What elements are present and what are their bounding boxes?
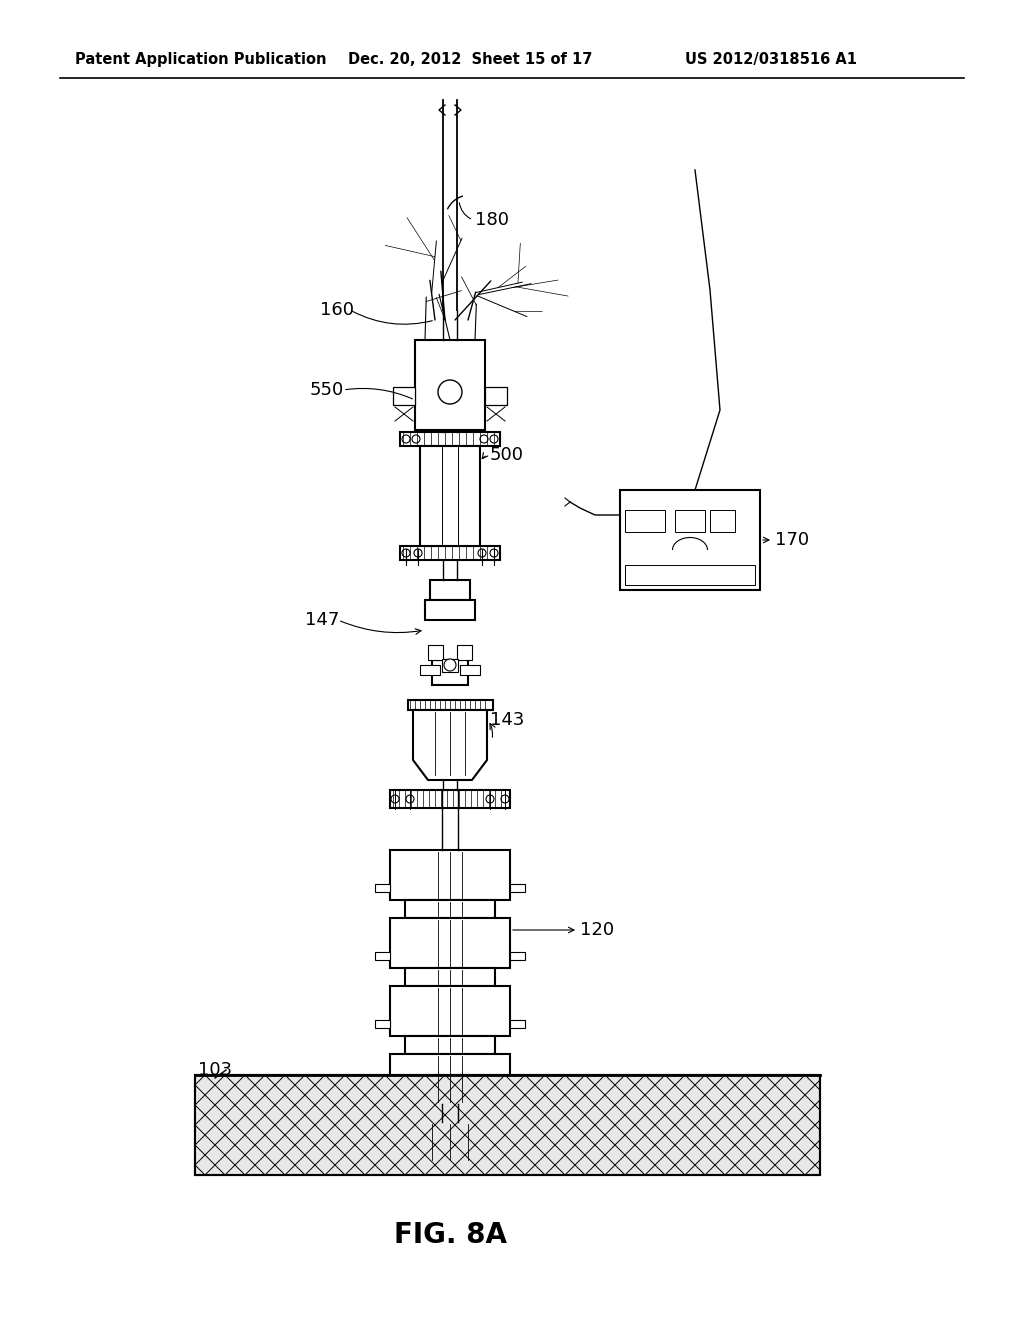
Circle shape <box>490 436 498 444</box>
Circle shape <box>412 436 420 444</box>
Bar <box>457 645 472 660</box>
Text: 170: 170 <box>775 531 809 549</box>
Text: US 2012/0318516 A1: US 2012/0318516 A1 <box>685 51 857 67</box>
Bar <box>406 1036 495 1053</box>
Bar <box>408 700 493 710</box>
Polygon shape <box>413 710 487 780</box>
Bar <box>453 341 460 348</box>
Bar <box>428 645 443 660</box>
Bar <box>406 1122 495 1162</box>
Bar <box>390 789 510 808</box>
Circle shape <box>402 436 410 444</box>
Circle shape <box>402 549 410 557</box>
Bar <box>195 1074 820 1175</box>
Bar <box>430 579 470 601</box>
Text: FIG. 8A: FIG. 8A <box>393 1221 507 1249</box>
Bar <box>420 665 440 675</box>
Text: 180: 180 <box>475 211 509 228</box>
Bar <box>375 884 390 892</box>
Text: Dec. 20, 2012  Sheet 15 of 17: Dec. 20, 2012 Sheet 15 of 17 <box>348 51 592 67</box>
Bar <box>400 546 500 560</box>
Bar <box>442 659 458 672</box>
Text: 147: 147 <box>305 611 339 630</box>
Bar <box>195 1074 820 1175</box>
Bar <box>406 900 495 917</box>
Bar <box>432 660 468 685</box>
Text: 120: 120 <box>580 921 614 939</box>
Bar <box>375 952 390 960</box>
Bar <box>625 510 665 532</box>
Bar <box>420 446 480 546</box>
Circle shape <box>486 795 494 803</box>
Bar <box>675 510 705 532</box>
Bar <box>406 968 495 986</box>
Bar <box>390 850 510 900</box>
Text: 103: 103 <box>198 1061 232 1078</box>
Text: 500: 500 <box>490 446 524 465</box>
Bar <box>390 986 510 1036</box>
Text: 550: 550 <box>310 381 344 399</box>
Circle shape <box>391 795 399 803</box>
Bar <box>510 1020 525 1028</box>
Bar <box>510 1088 525 1096</box>
Bar <box>375 1088 390 1096</box>
Circle shape <box>501 795 509 803</box>
Bar <box>625 565 755 585</box>
Bar <box>390 1053 510 1104</box>
Circle shape <box>490 549 498 557</box>
Bar <box>393 387 415 405</box>
Bar <box>415 341 485 430</box>
Bar <box>425 601 475 620</box>
Text: 160: 160 <box>319 301 354 319</box>
Bar <box>510 884 525 892</box>
Bar <box>620 490 760 590</box>
Circle shape <box>480 436 488 444</box>
Bar <box>400 432 500 446</box>
Bar <box>460 665 480 675</box>
Bar <box>710 510 735 532</box>
Text: Patent Application Publication: Patent Application Publication <box>75 51 327 67</box>
Circle shape <box>444 659 456 671</box>
Bar <box>375 1020 390 1028</box>
Circle shape <box>406 795 414 803</box>
Bar <box>390 917 510 968</box>
Circle shape <box>414 549 422 557</box>
Text: 143: 143 <box>490 711 524 729</box>
Bar <box>438 341 462 350</box>
Circle shape <box>438 380 462 404</box>
Bar <box>510 952 525 960</box>
Bar <box>442 341 449 348</box>
Bar <box>485 387 507 405</box>
Circle shape <box>478 549 486 557</box>
